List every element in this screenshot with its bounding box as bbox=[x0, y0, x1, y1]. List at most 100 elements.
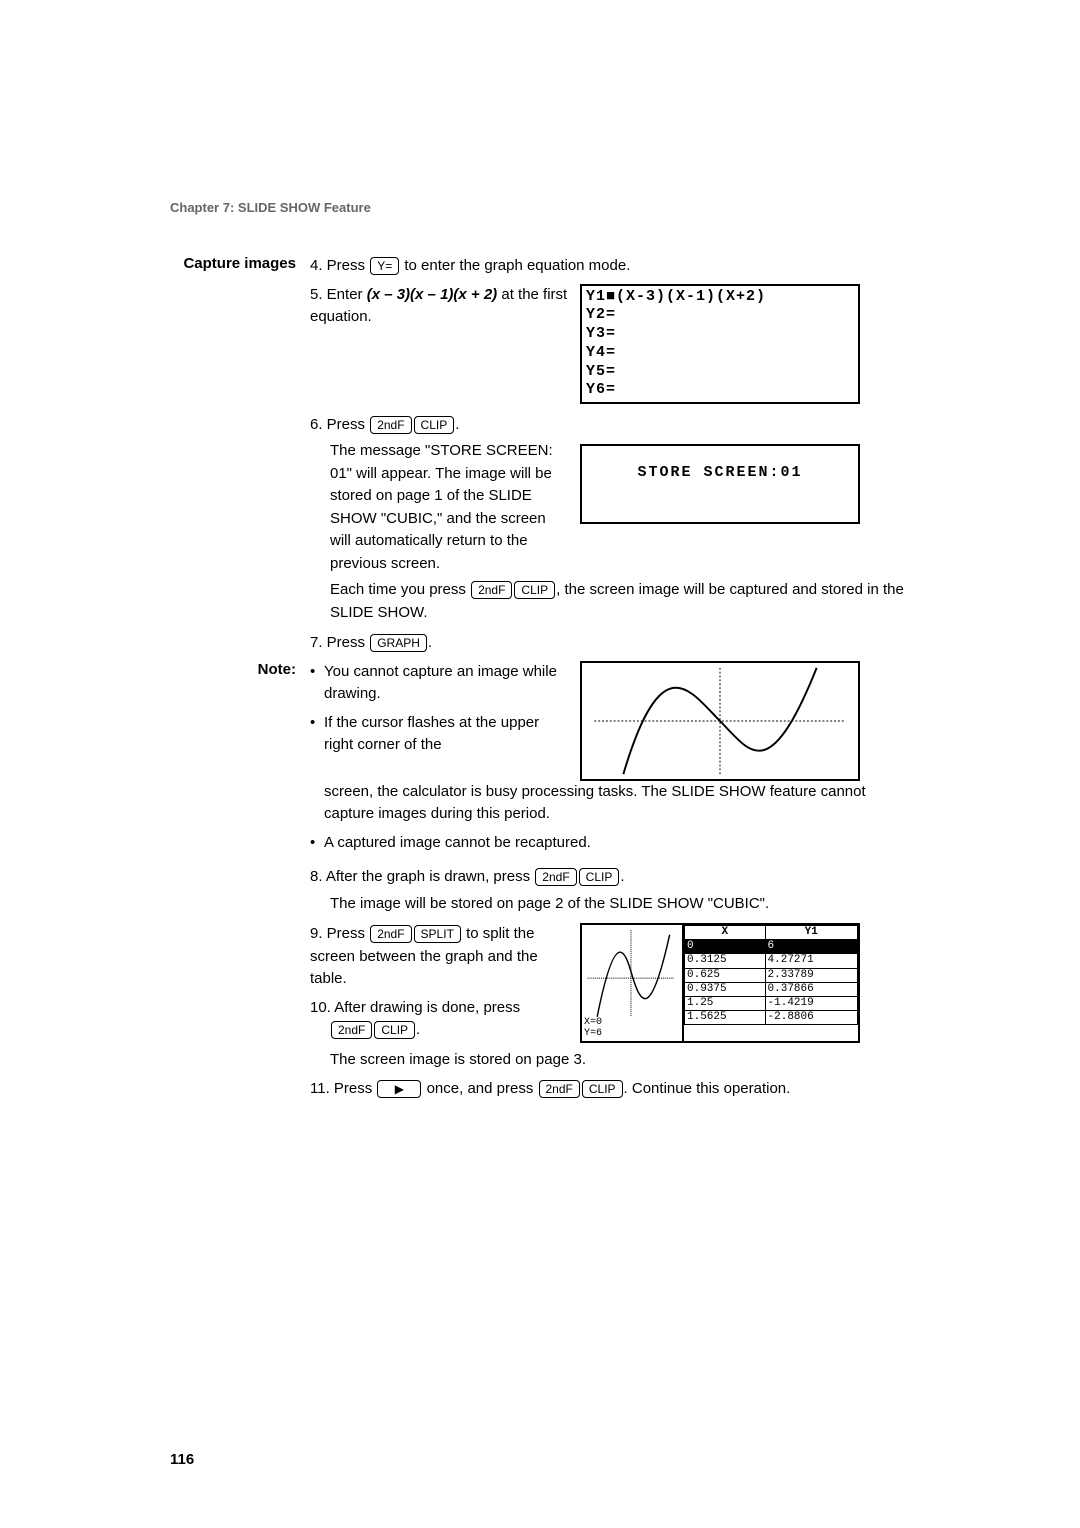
eq-l4: Y4= bbox=[586, 344, 854, 363]
key-2ndf-5: 2ndF bbox=[331, 1021, 372, 1039]
b3-dot: • bbox=[310, 832, 324, 855]
key-2ndf-3: 2ndF bbox=[535, 868, 576, 886]
key-clip-4: CLIP bbox=[374, 1021, 415, 1039]
step4-content: 4. Press Y= to enter the graph equation … bbox=[310, 255, 910, 278]
split-coords: X=0 Y=6 bbox=[584, 1017, 602, 1039]
bullet-3: • A captured image cannot be recaptured. bbox=[310, 832, 910, 855]
key-2ndf-6: 2ndF bbox=[539, 1080, 580, 1098]
s10-body: The screen image is stored on page 3. bbox=[310, 1049, 910, 1072]
key-2ndf-2: 2ndF bbox=[471, 581, 512, 599]
r3y: 0.37866 bbox=[765, 982, 857, 996]
key-right: ▶ bbox=[377, 1080, 421, 1098]
r2x: 0.625 bbox=[685, 968, 766, 982]
b1-dot: • bbox=[310, 661, 324, 684]
step9-content: 9. Press 2ndFSPLIT to split the screen b… bbox=[310, 923, 910, 1072]
step8-content: 8. After the graph is drawn, press 2ndFC… bbox=[310, 866, 910, 915]
b3-text: A captured image cannot be recaptured. bbox=[324, 832, 591, 855]
key-clip-1: CLIP bbox=[414, 416, 455, 434]
split-table: XY1 06 0.31254.27271 0.6252.33789 0.9375… bbox=[684, 925, 858, 1041]
r5y: -2.8806 bbox=[765, 1011, 857, 1025]
step6-content: 6. Press 2ndFCLIP. The message "STORE SC… bbox=[310, 414, 910, 625]
b2-text-partial: If the cursor flashes at the upper right… bbox=[324, 712, 554, 757]
s6ea: Each time you press bbox=[330, 581, 470, 598]
s11b: once, and press bbox=[422, 1080, 537, 1097]
s11c: . Continue this operation. bbox=[624, 1080, 791, 1097]
key-clip-2: CLIP bbox=[514, 581, 555, 599]
r0x: 0 bbox=[685, 940, 766, 954]
screen-store: STORE SCREEN:01 bbox=[580, 444, 860, 524]
b2-continued: screen, the calculator is busy processin… bbox=[310, 781, 910, 826]
page: Chapter 7: SLIDE SHOW Feature Capture im… bbox=[0, 0, 1080, 1528]
th-y: Y1 bbox=[765, 926, 857, 940]
key-split: SPLIT bbox=[414, 925, 461, 943]
eq-l1: Y1■(X-3)(X-1)(X+2) bbox=[586, 288, 854, 307]
b2-dot: • bbox=[310, 712, 324, 735]
step11-content: 11. Press ▶ once, and press 2ndFCLIP. Co… bbox=[310, 1078, 910, 1101]
key-2ndf-1: 2ndF bbox=[370, 416, 411, 434]
s8a: 8. After the graph is drawn, press bbox=[310, 868, 534, 885]
screen-graph bbox=[580, 661, 860, 781]
step8-text: 8. After the graph is drawn, press 2ndFC… bbox=[310, 866, 910, 889]
row-note: Note: • You cannot capture an image whil… bbox=[170, 661, 910, 861]
key-y-equals: Y= bbox=[370, 257, 399, 275]
split-graph: X=0 Y=6 bbox=[582, 925, 684, 1041]
s6-each: Each time you press 2ndFCLIP, the screen… bbox=[310, 579, 910, 624]
s5a: 5. Enter bbox=[310, 286, 367, 303]
b1-text: You cannot capture an image while drawin… bbox=[324, 661, 570, 706]
s4b: to enter the graph equation mode. bbox=[400, 257, 630, 274]
row-step9: 9. Press 2ndFSPLIT to split the screen b… bbox=[170, 923, 910, 1072]
r2y: 2.33789 bbox=[765, 968, 857, 982]
step9-text: 9. Press 2ndFSPLIT to split the screen b… bbox=[310, 923, 570, 991]
s8-body: The image will be stored on page 2 of th… bbox=[310, 893, 910, 916]
key-clip-3: CLIP bbox=[579, 868, 620, 886]
step6-text: 6. Press 2ndFCLIP. The message "STORE SC… bbox=[310, 414, 570, 576]
row-step7: 7. Press GRAPH. bbox=[170, 632, 910, 655]
s6a: 6. Press bbox=[310, 416, 369, 433]
s4a: 4. Press bbox=[310, 257, 369, 274]
step5-content: 5. Enter (x – 3)(x – 1)(x + 2) at the fi… bbox=[310, 284, 910, 404]
note-content: • You cannot capture an image while draw… bbox=[310, 661, 910, 861]
margin-capture-label: Capture images bbox=[183, 255, 296, 272]
row-step6: 6. Press 2ndFCLIP. The message "STORE SC… bbox=[170, 414, 910, 625]
page-number: 116 bbox=[170, 1451, 194, 1468]
margin-capture: Capture images bbox=[170, 255, 310, 272]
step11-text: 11. Press ▶ once, and press 2ndFCLIP. Co… bbox=[310, 1078, 910, 1101]
s10a: 10. After drawing is done, press bbox=[310, 999, 520, 1016]
note-label: Note: bbox=[258, 661, 296, 678]
step4-text: 4. Press Y= to enter the graph equation … bbox=[310, 255, 910, 278]
step7-content: 7. Press GRAPH. bbox=[310, 632, 910, 655]
row-step4: Capture images 4. Press Y= to enter the … bbox=[170, 255, 910, 278]
screen-equation: Y1■(X-3)(X-1)(X+2) Y2= Y3= Y4= Y5= Y6= bbox=[580, 284, 860, 404]
screen-split: X=0 Y=6 XY1 06 0.31254.27271 0.6252.3378… bbox=[580, 923, 860, 1043]
margin-note: Note: bbox=[170, 661, 310, 678]
key-clip-5: CLIP bbox=[582, 1080, 623, 1098]
r3x: 0.9375 bbox=[685, 982, 766, 996]
r4x: 1.25 bbox=[685, 996, 766, 1010]
key-2ndf-4: 2ndF bbox=[370, 925, 411, 943]
chapter-title: Chapter 7: SLIDE SHOW Feature bbox=[170, 200, 910, 215]
row-step5: 5. Enter (x – 3)(x – 1)(x + 2) at the fi… bbox=[170, 284, 910, 404]
eq-l5: Y5= bbox=[586, 363, 854, 382]
split-xeq: X=0 bbox=[584, 1017, 602, 1028]
r1y: 4.27271 bbox=[765, 954, 857, 968]
bullet-2: • If the cursor flashes at the upper rig… bbox=[310, 712, 570, 757]
step10-text: 10. After drawing is done, press 2ndFCLI… bbox=[310, 997, 570, 1042]
step5-text: 5. Enter (x – 3)(x – 1)(x + 2) at the fi… bbox=[310, 284, 570, 329]
r4y: -1.4219 bbox=[765, 996, 857, 1010]
split-yeq: Y=6 bbox=[584, 1028, 602, 1039]
s5eq: (x – 3)(x – 1)(x + 2) bbox=[367, 286, 497, 303]
r1x: 0.3125 bbox=[685, 954, 766, 968]
key-graph: GRAPH bbox=[370, 634, 427, 652]
s11a: 11. Press bbox=[310, 1080, 376, 1097]
eq-l6: Y6= bbox=[586, 381, 854, 400]
th-x: X bbox=[685, 926, 766, 940]
split-data-table: XY1 06 0.31254.27271 0.6252.33789 0.9375… bbox=[684, 925, 858, 1025]
eq-l2: Y2= bbox=[586, 306, 854, 325]
r5x: 1.5625 bbox=[685, 1011, 766, 1025]
row-step8: 8. After the graph is drawn, press 2ndFC… bbox=[170, 866, 910, 915]
s7a: 7. Press bbox=[310, 634, 369, 651]
bullet-1: • You cannot capture an image while draw… bbox=[310, 661, 570, 706]
s9a: 9. Press bbox=[310, 925, 369, 942]
graph-svg bbox=[582, 663, 858, 779]
store-text: STORE SCREEN:01 bbox=[596, 464, 844, 483]
